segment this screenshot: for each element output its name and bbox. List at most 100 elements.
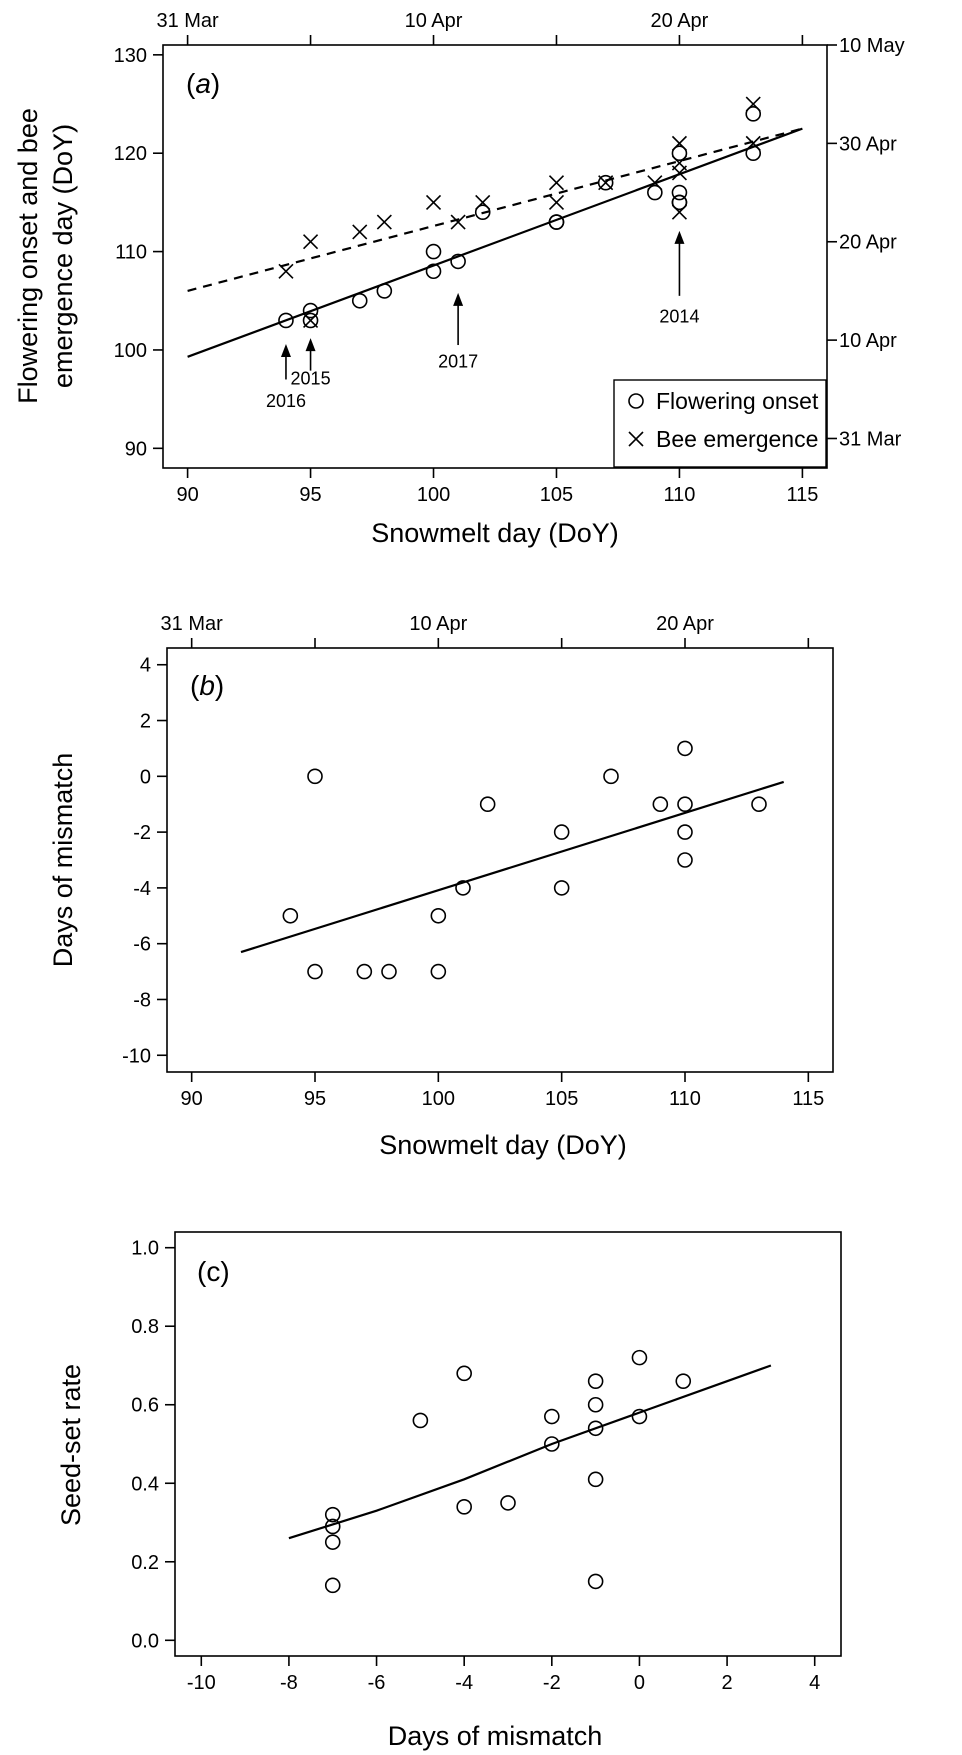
data-point xyxy=(677,824,693,840)
panel-b-plot-frame xyxy=(166,647,834,1073)
panel-c-x-tick-label: -2 xyxy=(543,1672,561,1694)
data-point xyxy=(456,1365,472,1382)
data-point xyxy=(324,1506,341,1523)
cross-stroke xyxy=(302,234,319,250)
panel-a-y-tick-label: 100 xyxy=(114,340,147,362)
panel-a-x-tick-label: 110 xyxy=(663,484,695,506)
bee-emergence-point xyxy=(671,135,688,151)
panel-a-label: (a) xyxy=(186,68,220,99)
data-point xyxy=(412,1412,429,1429)
data-point xyxy=(430,963,447,980)
year-label-2016: 2016 xyxy=(266,391,306,411)
panel-a-top-date-label: 31 Mar xyxy=(156,10,219,32)
legend-flowering-onset: Flowering onset xyxy=(656,388,819,414)
panel-c-y-tick-label: 0.0 xyxy=(131,1630,159,1652)
data-point xyxy=(587,1573,604,1590)
panel-b-y-tick-label: 4 xyxy=(140,655,151,677)
cross-stroke xyxy=(548,194,565,210)
year-label-2017: 2017 xyxy=(438,352,478,372)
bee-emergence-point xyxy=(548,175,565,191)
panel-c-y-tick-label: 0.6 xyxy=(131,1395,159,1417)
cross-stroke xyxy=(425,194,442,210)
panel-c-x-tick-label: -10 xyxy=(187,1672,216,1694)
data-point xyxy=(500,1495,516,1511)
panel-a-top-date-label: 10 Apr xyxy=(405,10,463,32)
bee-emergence-point xyxy=(376,214,392,230)
panel-a-right-date-axis: 31 Mar 10 Apr 20 Apr 30 Apr 10 May xyxy=(827,35,905,450)
cross-stroke xyxy=(475,194,491,210)
panel-b-x-tick-label: 95 xyxy=(304,1088,326,1110)
year-label-2014: 2014 xyxy=(659,306,699,326)
data-point xyxy=(381,963,397,980)
panel-a-y-tick-label: 110 xyxy=(115,242,147,264)
data-point xyxy=(603,768,619,785)
bee-emergence-point xyxy=(548,194,565,210)
year-arrow-head xyxy=(453,292,464,306)
panel-a-right-date-label: 30 Apr xyxy=(839,133,897,155)
panel-b-y-axis-title: Days of mismatch xyxy=(48,753,78,968)
cross-stroke xyxy=(647,175,663,191)
panel-c-fit-line xyxy=(288,1364,772,1540)
flowering-onset-point xyxy=(671,145,688,162)
cross-stroke xyxy=(278,263,294,279)
cross-stroke xyxy=(450,214,466,230)
panel-a-x-tick-label: 115 xyxy=(786,484,818,506)
panel-b-x-axis-title: Snowmelt day (DoY) xyxy=(379,1130,627,1160)
panel-b-x-tick-label: 90 xyxy=(181,1088,203,1110)
data-point xyxy=(282,907,299,924)
panel-c-x-tick-label: -4 xyxy=(455,1672,473,1694)
panel-a-x-tick-label: 105 xyxy=(540,484,573,506)
panel-c-y-axis-title: Seed-set rate xyxy=(56,1364,86,1526)
data-point xyxy=(544,1436,560,1452)
panel-a-fit-flowering-onset xyxy=(187,127,803,358)
data-point xyxy=(587,1373,604,1389)
data-point xyxy=(675,1373,692,1389)
bee-emergence-point xyxy=(278,263,294,279)
data-point xyxy=(587,1396,604,1413)
panel-b-top-date-label: 10 Apr xyxy=(409,613,467,635)
panel-a-right-date-label: 10 Apr xyxy=(839,330,897,352)
year-arrow-head xyxy=(280,344,291,358)
data-point xyxy=(553,880,570,896)
panel-c-x-tick-label: 0 xyxy=(634,1672,645,1694)
panel-b-fit-line xyxy=(240,780,785,954)
panel-a-right-date-label: 20 Apr xyxy=(839,232,897,254)
year-arrow-head xyxy=(305,338,316,352)
panel-a-x-tick-label: 100 xyxy=(417,484,450,506)
panel-c-points xyxy=(324,1349,692,1594)
panel-c-y-axis: 0.0 0.2 0.4 0.6 0.8 1.0 xyxy=(131,1238,175,1652)
cross-stroke xyxy=(352,224,368,240)
flowering-onset-point xyxy=(278,312,294,329)
panel-a-y-axis: 90 100 110 120 130 xyxy=(114,45,163,460)
panel-a-y-axis-title-line2: emergence day (DoY) xyxy=(48,124,78,388)
bee-emergence-point xyxy=(302,312,319,329)
panel-a-y-tick-label: 130 xyxy=(114,45,147,67)
panel-b-y-tick-label: -4 xyxy=(133,878,151,900)
flowering-onset-point xyxy=(425,243,442,260)
data-point xyxy=(324,1518,341,1535)
panel-b-fit-line xyxy=(240,780,785,954)
panel-c-y-tick-label: 0.4 xyxy=(131,1473,159,1495)
bee-emergence-point xyxy=(598,175,614,191)
data-point xyxy=(324,1577,341,1594)
data-point xyxy=(307,768,323,785)
panel-a-y-tick-label: 90 xyxy=(125,438,147,460)
panel-b-chart: (b) 90 95 100 105 110 115 -10 -8 -6 -4 -2 0 2 4 31 M… xyxy=(48,613,834,1160)
panel-b-y-tick-label: -6 xyxy=(133,934,151,956)
panel-c-x-tick-label: -8 xyxy=(280,1672,298,1694)
panel-c-plot-frame xyxy=(174,1231,842,1657)
panel-b-y-tick-label: -2 xyxy=(133,822,151,844)
panel-b-y-tick-label: -10 xyxy=(122,1045,151,1067)
legend-bee-emergence: Bee emergence xyxy=(656,426,818,452)
data-point xyxy=(631,1349,648,1366)
panel-a-fit-lines xyxy=(187,127,803,358)
panel-b-y-axis: -10 -8 -6 -4 -2 0 2 4 xyxy=(122,655,167,1067)
data-point xyxy=(652,796,669,813)
flowering-onset-point xyxy=(450,253,466,270)
flowering-onset-point xyxy=(647,184,663,201)
panel-b-y-tick-label: -8 xyxy=(133,989,151,1011)
panel-b-x-tick-label: 105 xyxy=(545,1088,578,1110)
panel-a-x-tick-label: 90 xyxy=(176,484,198,506)
bee-emergence-point xyxy=(647,175,663,191)
bee-emergence-point xyxy=(450,214,466,230)
